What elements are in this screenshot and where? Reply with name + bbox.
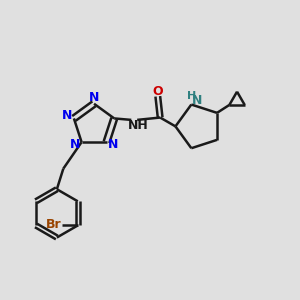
Text: N: N	[108, 138, 118, 151]
Text: N: N	[89, 91, 99, 104]
Text: N: N	[192, 94, 202, 107]
Text: H: H	[187, 91, 196, 101]
Text: NH: NH	[128, 119, 149, 132]
Text: N: N	[62, 109, 73, 122]
Text: N: N	[70, 138, 80, 151]
Text: O: O	[152, 85, 163, 98]
Text: Br: Br	[46, 218, 62, 231]
